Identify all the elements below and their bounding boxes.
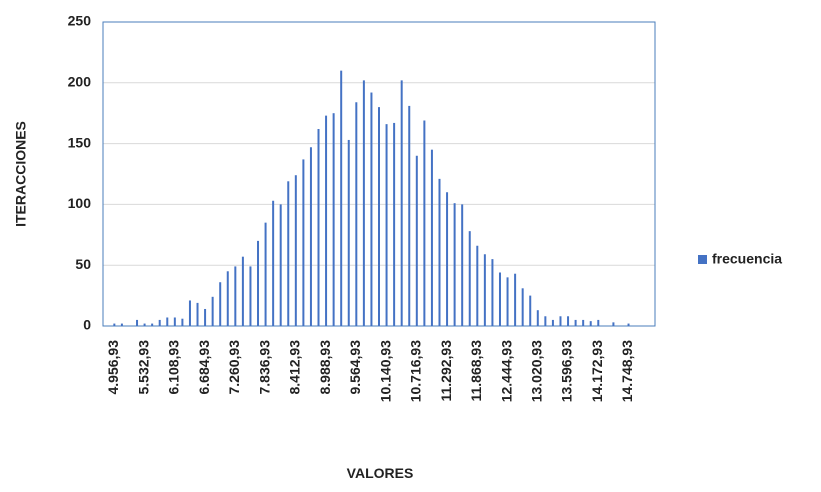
y-tick-label: 100 <box>68 195 92 211</box>
x-tick-label: 4.956,93 <box>105 340 121 395</box>
bar <box>521 288 524 326</box>
y-tick-label: 0 <box>83 317 91 333</box>
x-tick-label: 8.412,93 <box>287 340 303 395</box>
bar <box>529 295 532 326</box>
bar <box>204 308 207 326</box>
x-axis-title: VALORES <box>347 465 414 481</box>
x-tick-label: 13.020,93 <box>528 340 544 402</box>
bar <box>400 80 403 326</box>
bar <box>287 181 290 326</box>
bar <box>574 319 577 326</box>
bar <box>567 316 570 326</box>
x-tick-label: 7.836,93 <box>256 340 272 395</box>
legend-label: frecuencia <box>712 251 782 267</box>
bar <box>272 200 275 326</box>
bar <box>612 322 615 326</box>
bar <box>309 147 312 326</box>
x-tick-label: 9.564,93 <box>347 340 363 395</box>
bar <box>597 319 600 326</box>
bar <box>166 317 169 326</box>
bar <box>362 80 365 326</box>
bar <box>589 321 592 326</box>
bar <box>468 231 471 326</box>
bar <box>498 272 501 326</box>
bar <box>347 139 350 326</box>
x-tick-label: 7.260,93 <box>226 340 242 395</box>
bar <box>430 149 433 326</box>
bar <box>264 222 267 326</box>
bar <box>211 296 214 326</box>
bar <box>461 204 464 326</box>
bar <box>559 316 562 326</box>
bar <box>491 259 494 326</box>
x-tick-label: 13.596,93 <box>559 340 575 402</box>
bar <box>627 323 630 326</box>
bar <box>551 319 554 326</box>
bar <box>234 266 237 326</box>
bar <box>257 240 260 326</box>
bar <box>582 319 585 326</box>
x-tick-label: 14.748,93 <box>619 340 635 402</box>
bar <box>120 323 123 326</box>
bar <box>514 273 517 326</box>
bar <box>226 271 229 326</box>
bar <box>385 124 388 326</box>
x-tick-label: 11.292,93 <box>438 340 454 402</box>
bar <box>317 129 320 326</box>
bar <box>476 245 479 326</box>
y-tick-label: 150 <box>68 134 92 150</box>
bar <box>294 175 297 326</box>
bar <box>438 178 441 326</box>
bar <box>181 318 184 326</box>
y-tick-label: 200 <box>68 74 92 90</box>
bar <box>415 155 418 326</box>
bar <box>506 277 509 326</box>
bar <box>302 159 305 326</box>
bar <box>446 192 449 326</box>
bar <box>536 310 539 326</box>
bar <box>113 323 116 326</box>
y-axis-title: ITERACCIONES <box>13 121 29 227</box>
bar <box>151 323 154 326</box>
x-tick-label: 12.444,93 <box>498 340 514 402</box>
x-tick-label: 14.172,93 <box>589 340 605 402</box>
x-tick-label: 6.684,93 <box>196 340 212 395</box>
x-tick-label: 11.868,93 <box>468 340 484 402</box>
legend-swatch <box>698 255 707 264</box>
bar <box>408 105 411 327</box>
x-tick-label: 10.140,93 <box>377 340 393 402</box>
bar <box>355 102 358 326</box>
bar <box>332 113 335 326</box>
bar <box>143 323 146 326</box>
bar <box>340 70 343 326</box>
x-tick-label: 5.532,93 <box>135 340 151 395</box>
bar <box>188 300 191 326</box>
bar <box>241 256 244 326</box>
x-tick-label: 10.716,93 <box>408 340 424 402</box>
bar <box>279 204 282 326</box>
bar <box>249 266 252 326</box>
bar <box>483 254 486 326</box>
bar <box>325 115 328 326</box>
x-tick-label: 6.108,93 <box>166 340 182 395</box>
x-tick-label: 8.988,93 <box>317 340 333 395</box>
y-tick-label: 250 <box>68 13 92 29</box>
bar <box>219 282 222 326</box>
bar <box>378 107 380 327</box>
bar <box>423 120 426 326</box>
bar <box>393 122 396 326</box>
bar <box>544 316 547 326</box>
bar <box>158 319 161 326</box>
bar <box>370 92 373 326</box>
y-tick-label: 50 <box>75 256 91 272</box>
bar <box>173 317 176 326</box>
bar <box>453 203 456 326</box>
bar <box>196 302 199 326</box>
bar <box>136 319 139 326</box>
